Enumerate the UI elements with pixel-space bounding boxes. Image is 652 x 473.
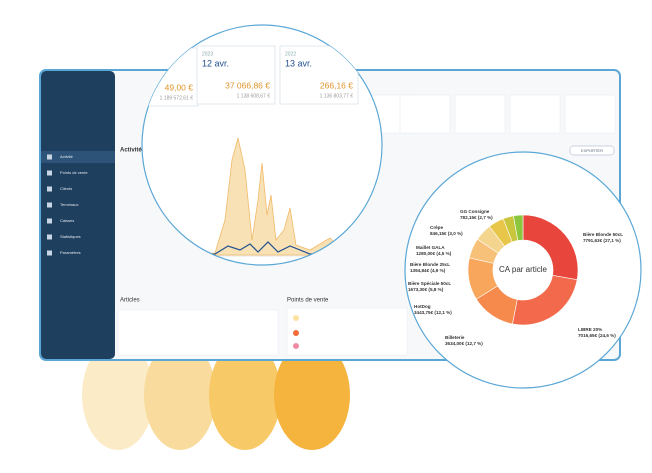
blurred-dots	[293, 315, 299, 349]
sidebar-icon	[47, 250, 52, 256]
slice-value: 3443,75€ (12,1 %)	[414, 310, 452, 315]
donut-title: CA par article	[499, 265, 548, 274]
slice-name: Crêpe	[430, 225, 443, 230]
sidebar-icon	[47, 154, 52, 160]
sidebar-item: Terminaux	[60, 202, 78, 207]
line-illustration	[149, 241, 380, 256]
section-title: Articles	[120, 298, 140, 304]
stat-card	[196, 45, 276, 105]
card-date: 12 avr.	[202, 58, 229, 68]
sidebar-icon	[47, 186, 52, 192]
sidebar-active	[41, 151, 115, 163]
section-title: Activité	[120, 148, 142, 154]
card-year: 2023	[202, 51, 213, 57]
export-button[interactable]	[569, 145, 615, 156]
slice-name: Billeterie	[445, 335, 465, 340]
slice-value: 846,15€ (3,0 %)	[430, 231, 463, 236]
donut-slice	[513, 214, 524, 241]
slice-value: 7016,65€ (24,6 %)	[578, 333, 616, 338]
slice-name: Bière Blonde 25cL	[410, 262, 450, 267]
sidebar-icon	[47, 202, 52, 208]
card-total: 1 189 572,61 €	[160, 95, 194, 101]
card-date: 13 avr.	[285, 58, 312, 68]
card-total: 1 136 803,77 €	[320, 93, 354, 99]
card-year: 2022	[285, 51, 296, 57]
sidebar-icon	[47, 218, 52, 224]
slice-name: GG Consigne	[460, 209, 490, 214]
slice-value: 7791,63€ (27,1 %)	[583, 238, 621, 243]
sidebar-item: Clients	[60, 186, 72, 191]
slice-name: LIBRE 20%	[578, 327, 602, 332]
card-total: 1 138 608,67 €	[237, 93, 271, 99]
sidebar-item: Statistiques	[60, 234, 81, 239]
slice-value: 1673,30€ (5,8 %)	[408, 287, 444, 292]
card-amount: 266,16 €	[320, 80, 353, 90]
export-label[interactable]: EXPORTER	[581, 148, 603, 153]
sidebar-icon	[47, 234, 52, 240]
sidebar-item: Activité	[60, 154, 74, 159]
slice-value: 782,15€ (2,7 %)	[460, 215, 493, 220]
sidebar-icon	[47, 170, 52, 176]
slice-name: Maillet GALA	[416, 245, 445, 250]
card-amount: 37 066,86 €	[225, 80, 270, 90]
slice-value: 1394,84€ (4,9 %)	[410, 268, 446, 273]
slice-name: HotDog	[414, 304, 431, 309]
slice-value: 3634,00€ (12,7 %)	[445, 341, 483, 346]
card-amount: 49,00 €	[165, 82, 194, 92]
slice-name: Bière Blonde 50cL	[583, 232, 623, 237]
slice-name: Bière Spéciale 50cL	[408, 281, 451, 286]
sidebar-item: Caisses	[60, 218, 74, 223]
sidebar-item: Points de vente	[60, 170, 88, 175]
sidebar	[41, 71, 115, 359]
slice-value: 1280,00€ (4,5 %)	[416, 251, 452, 256]
decor-ellipses	[82, 340, 350, 450]
section-title: Points de vente	[287, 298, 329, 304]
sidebar-item: Paramètres	[60, 250, 81, 255]
